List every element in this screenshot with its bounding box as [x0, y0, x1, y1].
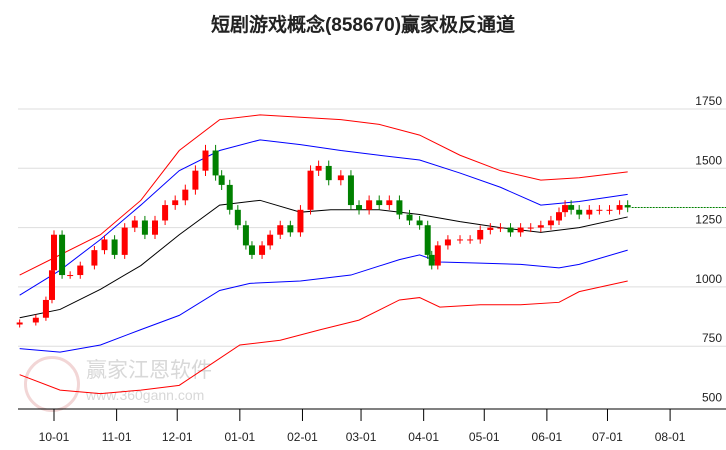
candle-body: [568, 205, 575, 210]
y-tick-label: 1750: [695, 94, 722, 108]
y-tick-label: 500: [702, 391, 722, 405]
candle-body: [424, 225, 431, 255]
candle-body: [111, 239, 118, 255]
x-tick-label: 02-01: [287, 430, 318, 444]
band-outer-upper: [19, 114, 628, 276]
x-tick-label: 12-01: [162, 430, 193, 444]
candle-body: [16, 322, 23, 325]
candle-body: [259, 245, 266, 255]
candle-body: [307, 170, 314, 210]
candle-body: [527, 227, 534, 229]
candle-body: [172, 200, 179, 206]
candle-body: [226, 184, 233, 210]
candle-body: [152, 220, 158, 235]
candle-body: [366, 200, 373, 210]
candle-body: [59, 234, 66, 276]
x-tick-label: 04-01: [408, 430, 439, 444]
candle-body: [497, 227, 504, 229]
candle-body: [32, 317, 39, 323]
candle-body: [606, 209, 613, 211]
candle-body: [234, 209, 241, 226]
candle-body: [287, 225, 294, 233]
candle-body: [537, 225, 544, 228]
candle-body: [517, 227, 524, 233]
candle-body: [182, 189, 189, 201]
candle-body: [337, 175, 344, 181]
candle-body: [131, 220, 138, 228]
x-tick-label: 01-01: [224, 430, 255, 444]
candle-body: [457, 239, 464, 241]
candle-body: [297, 209, 304, 233]
candle-body: [477, 229, 484, 240]
candle-body: [356, 205, 363, 210]
candle-body: [347, 175, 354, 206]
chart-title: 短剧游戏概念(858670)赢家极反通道: [210, 15, 516, 36]
band-inner-upper: [19, 139, 628, 296]
candle-body: [596, 209, 603, 211]
band-inner-lower: [19, 249, 628, 353]
x-tick-label: 05-01: [469, 430, 500, 444]
x-tick-label: 08-01: [655, 430, 686, 444]
candle-body: [248, 245, 255, 255]
candle-body: [192, 170, 199, 190]
candle-body: [562, 205, 569, 213]
candle-body: [51, 234, 57, 271]
y-tick-label: 1000: [695, 272, 722, 286]
candle-body: [586, 209, 593, 215]
candle-body: [91, 250, 98, 266]
candle-body: [267, 234, 274, 246]
candle-body: [444, 239, 451, 246]
y-tick-label: 1250: [695, 213, 722, 227]
candle-body: [121, 227, 128, 255]
candle-body: [77, 265, 84, 276]
candle-body: [101, 239, 108, 251]
candle-body: [325, 165, 332, 181]
candle-body: [386, 200, 393, 206]
candle-body: [48, 270, 55, 300]
watermark-logo: [24, 356, 80, 412]
x-tick-label: 10-01: [39, 430, 70, 444]
candle-body: [162, 205, 169, 221]
candle-body: [277, 225, 284, 235]
candle-body: [576, 209, 583, 215]
watermark-url: www.360gann.com: [86, 387, 205, 403]
candle-body: [218, 175, 225, 185]
candle-body: [616, 205, 623, 210]
candle-body: [212, 150, 219, 176]
candle-body: [434, 245, 441, 266]
candle-body: [507, 227, 514, 233]
band-middle: [19, 199, 628, 319]
candle-body: [396, 200, 403, 215]
y-tick-label: 1500: [695, 153, 722, 167]
candle-body: [406, 214, 413, 221]
candle-body: [42, 299, 49, 318]
candle-body: [141, 220, 148, 235]
candle-body: [624, 205, 631, 208]
candle-body: [467, 239, 474, 241]
candle-body: [428, 254, 435, 266]
x-tick-label: 11-01: [102, 430, 132, 444]
candle-body: [242, 225, 249, 246]
candle-body: [487, 227, 494, 230]
candle-body: [315, 165, 322, 171]
x-tick-label: 06-01: [532, 430, 563, 444]
x-tick-label: 03-01: [346, 430, 377, 444]
candle-body: [556, 212, 562, 221]
band-outer-lower: [19, 280, 628, 395]
candle-body: [202, 150, 209, 171]
y-tick-label: 750: [702, 331, 722, 345]
candle-body: [376, 200, 383, 206]
candle-body: [416, 220, 423, 226]
x-tick-label: 07-01: [592, 430, 623, 444]
candle-body: [67, 275, 74, 277]
watermark-text: 赢家江恩软件: [86, 359, 212, 382]
candle-body: [547, 220, 554, 226]
